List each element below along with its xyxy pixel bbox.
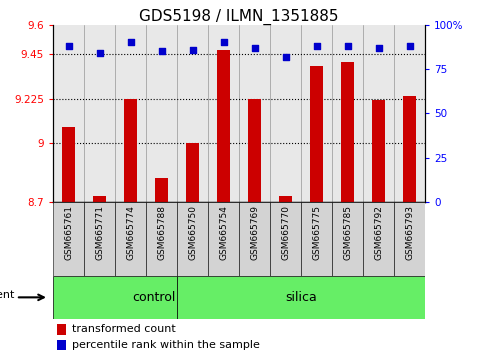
- Text: percentile rank within the sample: percentile rank within the sample: [72, 340, 259, 350]
- Title: GDS5198 / ILMN_1351885: GDS5198 / ILMN_1351885: [139, 8, 339, 25]
- Bar: [53, 202, 84, 276]
- Text: GSM665792: GSM665792: [374, 205, 383, 261]
- Text: transformed count: transformed count: [72, 324, 175, 334]
- Bar: [62, 127, 75, 202]
- Text: silica: silica: [285, 291, 317, 304]
- Point: [96, 50, 103, 56]
- Text: agent: agent: [0, 290, 15, 300]
- Point: [65, 43, 72, 49]
- Bar: [311, 66, 323, 202]
- Bar: [332, 202, 363, 276]
- Bar: [177, 276, 425, 319]
- Point: [375, 45, 383, 51]
- Bar: [239, 202, 270, 276]
- Text: GSM665770: GSM665770: [281, 205, 290, 261]
- Bar: [186, 143, 199, 202]
- Text: GSM665785: GSM665785: [343, 205, 352, 261]
- Bar: [125, 98, 137, 202]
- Bar: [248, 98, 261, 202]
- Bar: [53, 276, 177, 319]
- Point: [282, 54, 289, 59]
- Text: GSM665771: GSM665771: [95, 205, 104, 261]
- Bar: [84, 202, 115, 276]
- Bar: [403, 96, 416, 202]
- Bar: [372, 99, 385, 202]
- Text: GSM665788: GSM665788: [157, 205, 166, 261]
- Point: [127, 40, 134, 45]
- Text: GSM665754: GSM665754: [219, 205, 228, 261]
- Text: GSM665761: GSM665761: [64, 205, 73, 261]
- Text: GSM665774: GSM665774: [126, 205, 135, 261]
- Point: [313, 43, 320, 49]
- Point: [344, 43, 352, 49]
- Bar: [363, 202, 394, 276]
- Bar: [394, 202, 425, 276]
- Bar: [279, 196, 292, 202]
- Bar: [270, 202, 301, 276]
- Text: GSM665775: GSM665775: [312, 205, 321, 261]
- Bar: [217, 50, 230, 202]
- Point: [251, 45, 258, 51]
- Bar: [341, 62, 354, 202]
- Bar: [156, 178, 168, 202]
- Point: [220, 40, 227, 45]
- Bar: [57, 324, 66, 335]
- Bar: [177, 202, 208, 276]
- Bar: [301, 202, 332, 276]
- Text: GSM665769: GSM665769: [250, 205, 259, 261]
- Point: [158, 48, 166, 54]
- Point: [406, 43, 413, 49]
- Text: GSM665793: GSM665793: [405, 205, 414, 261]
- Point: [189, 47, 197, 52]
- Text: GSM665750: GSM665750: [188, 205, 197, 261]
- Bar: [146, 202, 177, 276]
- Bar: [208, 202, 239, 276]
- Bar: [115, 202, 146, 276]
- Bar: [57, 340, 66, 350]
- Text: control: control: [132, 291, 175, 304]
- Bar: [93, 196, 106, 202]
